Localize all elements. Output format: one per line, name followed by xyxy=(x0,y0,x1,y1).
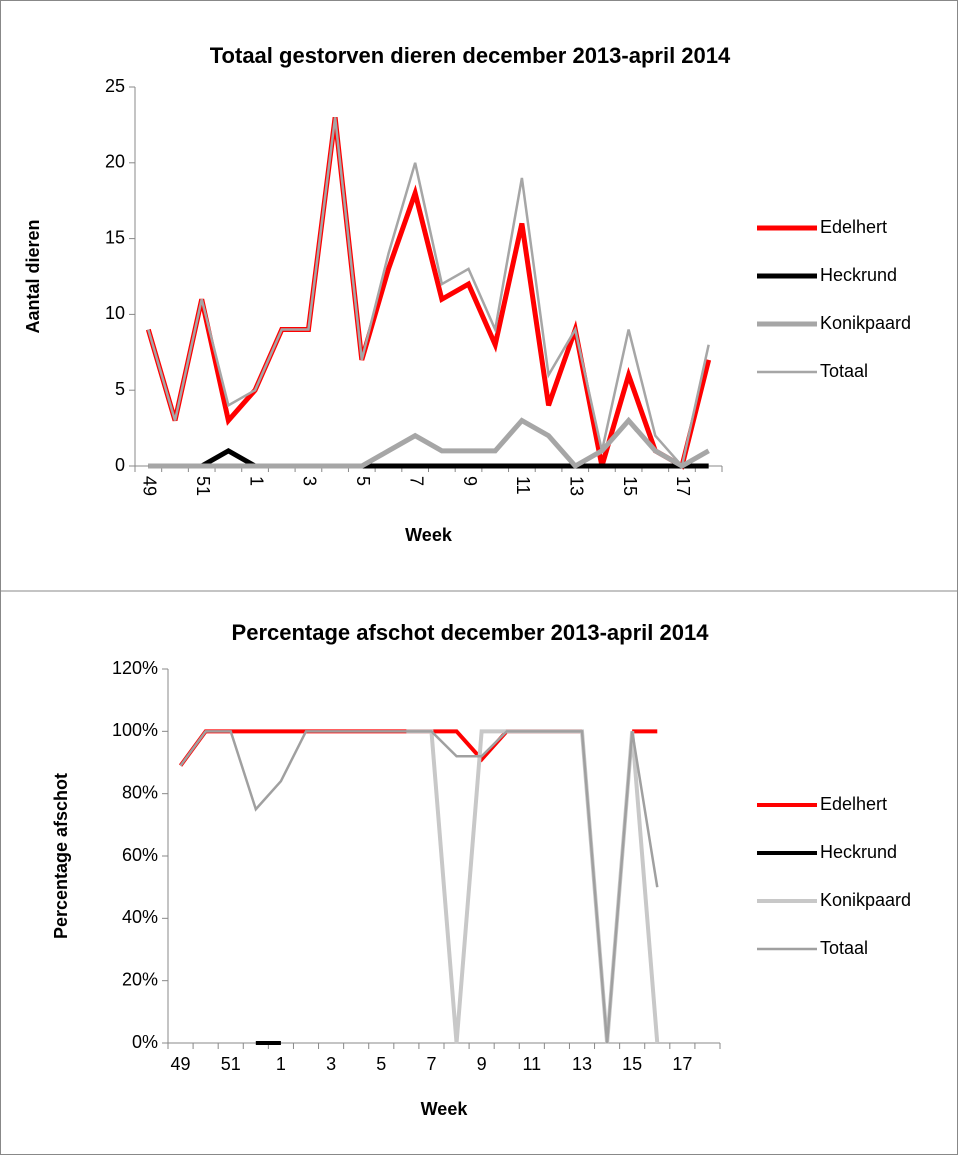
y-tick-label: 0% xyxy=(132,1032,158,1052)
y-tick-label: 100% xyxy=(112,720,158,740)
series-line xyxy=(148,447,709,469)
x-tick-label: 13 xyxy=(567,476,587,496)
x-axis-title: Week xyxy=(421,1099,469,1119)
x-tick-label: 5 xyxy=(376,1054,386,1074)
x-tick-label: 17 xyxy=(672,1054,692,1074)
y-axis-title: Aantal dieren xyxy=(23,219,43,333)
y-tick-label: 10 xyxy=(105,303,125,323)
y-tick-label: 80% xyxy=(122,782,158,802)
x-tick-label: 3 xyxy=(326,1054,336,1074)
x-tick-label: 51 xyxy=(221,1054,241,1074)
x-tick-label: 17 xyxy=(673,476,693,496)
legend-label: Heckrund xyxy=(820,842,897,862)
legend-label: Konikpaard xyxy=(820,313,911,333)
legend-label: Heckrund xyxy=(820,265,897,285)
x-axis-title: Week xyxy=(405,525,453,545)
x-tick-label: 11 xyxy=(513,476,533,495)
chart-title: Totaal gestorven dieren december 2013-ap… xyxy=(210,43,731,68)
y-tick-label: 0 xyxy=(115,455,125,475)
y-tick-label: 20% xyxy=(122,969,158,989)
series-line xyxy=(148,416,710,470)
x-tick-label: 9 xyxy=(477,1054,487,1074)
x-tick-label: 51 xyxy=(193,476,213,496)
series-line xyxy=(179,730,659,1044)
y-axis-title: Percentage afschot xyxy=(51,773,71,939)
y-tick-label: 5 xyxy=(115,379,125,399)
y-tick-label: 25 xyxy=(105,76,125,96)
x-tick-label: 13 xyxy=(572,1054,592,1074)
series-line xyxy=(147,117,710,469)
y-tick-label: 15 xyxy=(105,227,125,247)
legend-label: Edelhert xyxy=(820,217,887,237)
x-tick-label: 11 xyxy=(522,1054,541,1074)
x-tick-label: 15 xyxy=(620,476,640,496)
y-tick-label: 120% xyxy=(112,658,158,678)
x-tick-label: 1 xyxy=(246,476,266,486)
y-tick-label: 60% xyxy=(122,845,158,865)
legend-label: Totaal xyxy=(820,361,868,381)
x-tick-label: 49 xyxy=(171,1054,191,1074)
legend-label: Konikpaard xyxy=(820,890,911,910)
y-tick-label: 20 xyxy=(105,152,125,172)
series-line xyxy=(145,117,712,470)
x-tick-label: 15 xyxy=(622,1054,642,1074)
legend-label: Edelhert xyxy=(820,794,887,814)
x-tick-label: 49 xyxy=(140,476,160,496)
x-tick-label: 3 xyxy=(300,476,320,486)
x-tick-label: 1 xyxy=(276,1054,286,1074)
x-tick-label: 7 xyxy=(426,1054,436,1074)
y-tick-label: 40% xyxy=(122,907,158,927)
x-tick-label: 5 xyxy=(353,476,373,486)
chart-title: Percentage afschot december 2013-april 2… xyxy=(232,620,710,645)
legend-label: Totaal xyxy=(820,938,868,958)
x-tick-label: 7 xyxy=(406,476,426,486)
x-tick-label: 9 xyxy=(460,476,480,486)
